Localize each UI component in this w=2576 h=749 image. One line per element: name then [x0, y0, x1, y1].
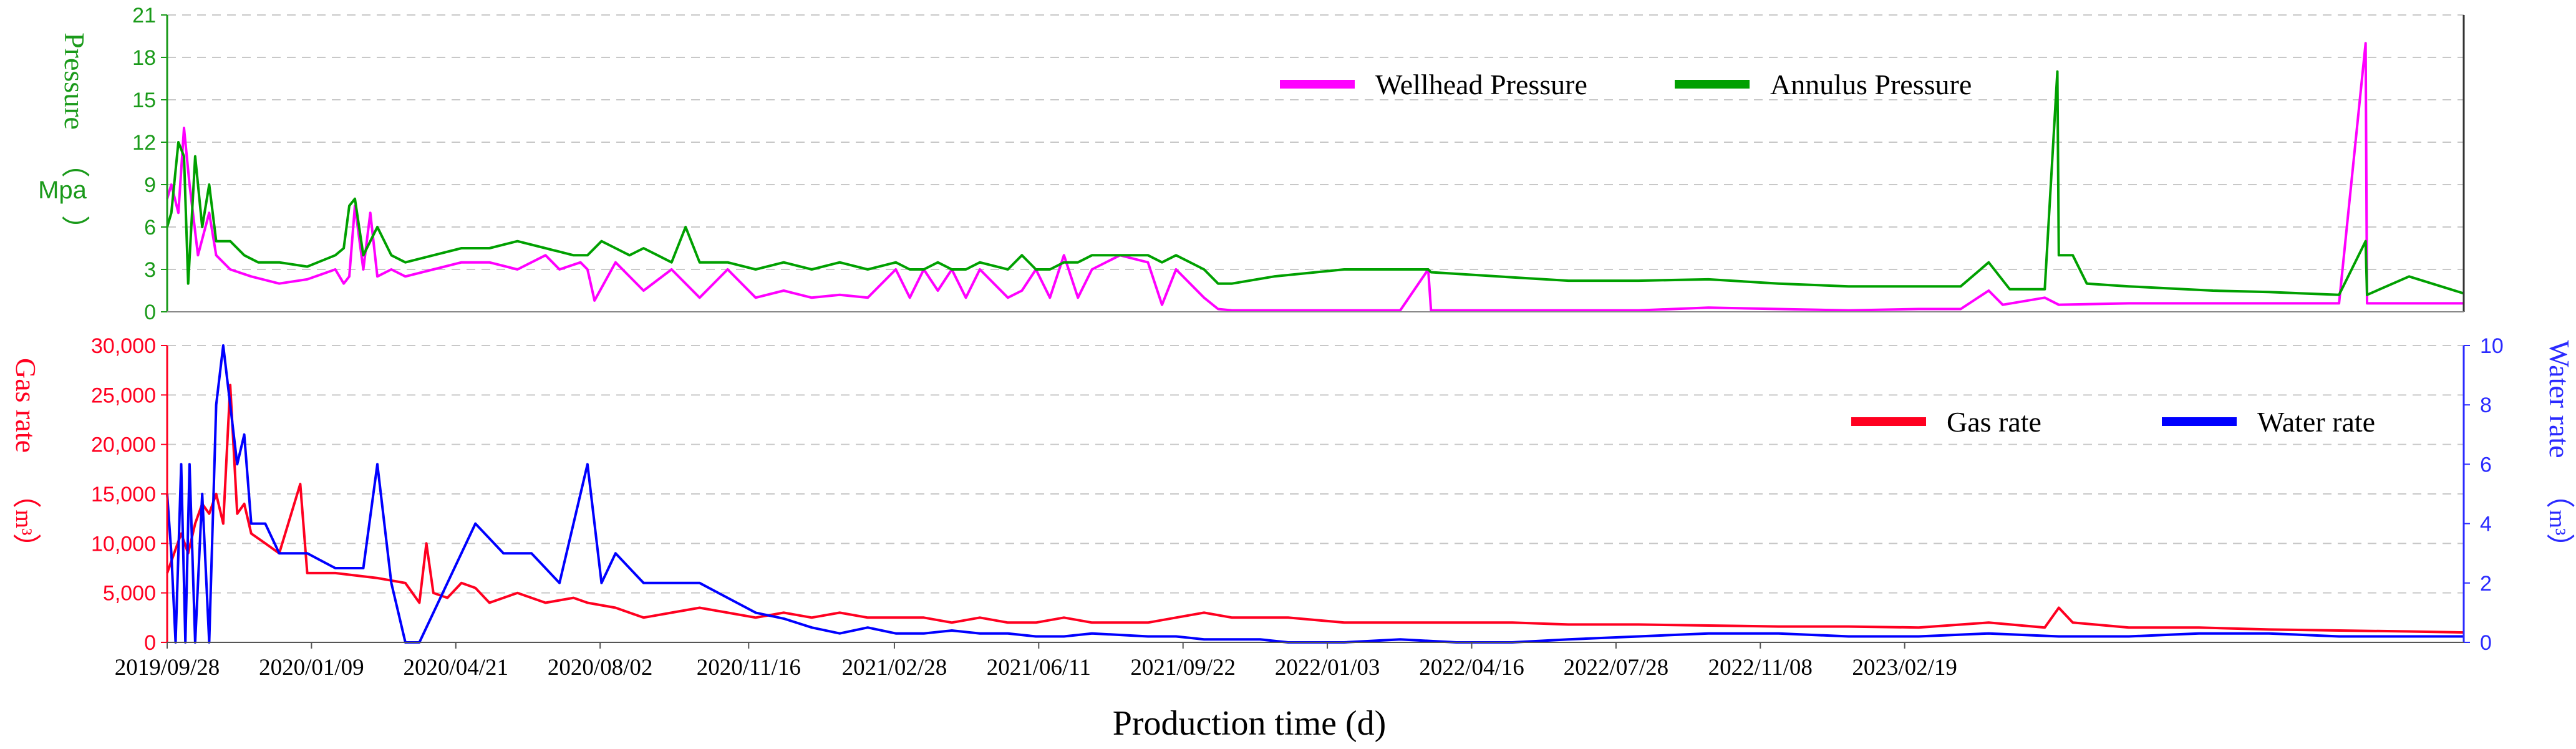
pressure-tick-label: 3 [144, 258, 156, 282]
x-tick-label: 2023/02/19 [1852, 655, 1957, 680]
x-tick-label: 2022/01/03 [1275, 655, 1380, 680]
legend-label-annulus: Annulus Pressure [1770, 69, 1972, 100]
x-tick-label: 2020/01/09 [259, 655, 364, 680]
gas-rate-axis-title: Gas rate （ m³ ） [10, 358, 42, 562]
pressure-series [166, 42, 2464, 312]
rate-legend: Gas rate Water rate [1851, 406, 2375, 438]
water-tick-label: 8 [2480, 394, 2492, 417]
pressure-tick-label: 21 [132, 4, 156, 27]
pressure-axis-title-open-paren: （ [59, 149, 90, 178]
pressure-axis-title-word: Pressure [59, 32, 90, 130]
pressure-axis-title-unit: Mpa [38, 176, 87, 204]
pressure-tick-label: 6 [144, 216, 156, 239]
pressure-tick-label: 0 [144, 301, 156, 324]
pressure-tick-label: 9 [144, 173, 156, 197]
pressure-tick-label: 15 [132, 89, 156, 112]
series-annulus-pressure [166, 70, 2464, 296]
x-axis-title: Production time (d) [1113, 704, 1387, 743]
gas-rate-y-ticks: 0 5,000 10,000 15,000 20,000 25,000 30,000 [91, 334, 167, 655]
water-tick-label: 4 [2480, 513, 2492, 536]
legend-label-water: Water rate [2257, 406, 2375, 438]
x-tick-label: 2021/09/22 [1130, 655, 1236, 680]
rate-series [166, 344, 2464, 644]
x-tick-label: 2020/04/21 [403, 655, 508, 680]
water-rate-axis-title-word: Water rate [2544, 340, 2575, 458]
legend-label-gas: Gas rate [1947, 406, 2041, 438]
gas-tick-label: 25,000 [91, 384, 156, 407]
pressure-legend: Wellhead Pressure Annulus Pressure [1280, 69, 1972, 100]
gas-rate-axis-title-word: Gas rate [10, 358, 42, 453]
pressure-tick-label: 12 [132, 131, 156, 155]
gas-rate-axis-title-unit: m³ [11, 510, 37, 536]
pressure-axis-title-close-paren: ） [59, 215, 90, 244]
x-tick-label: 2020/08/02 [548, 655, 653, 680]
gas-tick-label: 15,000 [91, 483, 156, 506]
water-tick-label: 2 [2480, 572, 2492, 596]
gas-tick-label: 0 [144, 631, 156, 655]
gas-tick-label: 5,000 [103, 582, 156, 606]
water-tick-label: 10 [2480, 334, 2504, 358]
water-rate-axis-title-unit: m³ [2544, 510, 2570, 536]
x-tick-label: 2022/11/08 [1708, 655, 1813, 680]
gas-rate-axis-title-open-paren: （ [10, 480, 42, 508]
water-rate-axis-title-open-paren: （ [2544, 480, 2575, 508]
pressure-axis-title: Pressure （ Mpa ） [38, 32, 90, 244]
gas-tick-label: 20,000 [91, 433, 156, 457]
water-rate-axis-title-close-paren: ） [2544, 533, 2575, 562]
gas-rate-axis-title-close-paren: ） [10, 533, 42, 562]
x-tick-label: 2021/06/11 [987, 655, 1091, 680]
legend-label-wellhead: Wellhead Pressure [1375, 69, 1587, 100]
x-tick-label: 2019/09/28 [115, 655, 220, 680]
series-wellhead-pressure [166, 42, 2464, 312]
pressure-tick-label: 18 [132, 46, 156, 70]
x-tick-label: 2020/11/16 [697, 655, 801, 680]
x-tick-label: 2021/02/28 [842, 655, 947, 680]
x-axis-ticks: 2019/09/28 2020/01/09 2020/04/21 2020/08/02… [115, 642, 1957, 680]
x-tick-label: 2022/07/28 [1564, 655, 1669, 680]
water-tick-label: 0 [2480, 631, 2492, 655]
axes [166, 15, 2465, 643]
water-rate-axis-title: Water rate （ m³ ） [2544, 340, 2575, 562]
rate-gridlines [167, 345, 2464, 594]
gas-tick-label: 30,000 [91, 334, 156, 358]
pressure-y-ticks: 0 3 6 9 12 15 18 21 [132, 4, 167, 324]
pressure-gridlines [167, 14, 2464, 270]
series-gas-rate [166, 384, 2464, 634]
water-tick-label: 6 [2480, 453, 2492, 476]
gas-tick-label: 10,000 [91, 532, 156, 556]
series-water-rate [166, 344, 2464, 644]
water-rate-y-ticks: 0 2 4 6 8 10 [2464, 334, 2504, 655]
x-tick-label: 2022/04/16 [1419, 655, 1524, 680]
